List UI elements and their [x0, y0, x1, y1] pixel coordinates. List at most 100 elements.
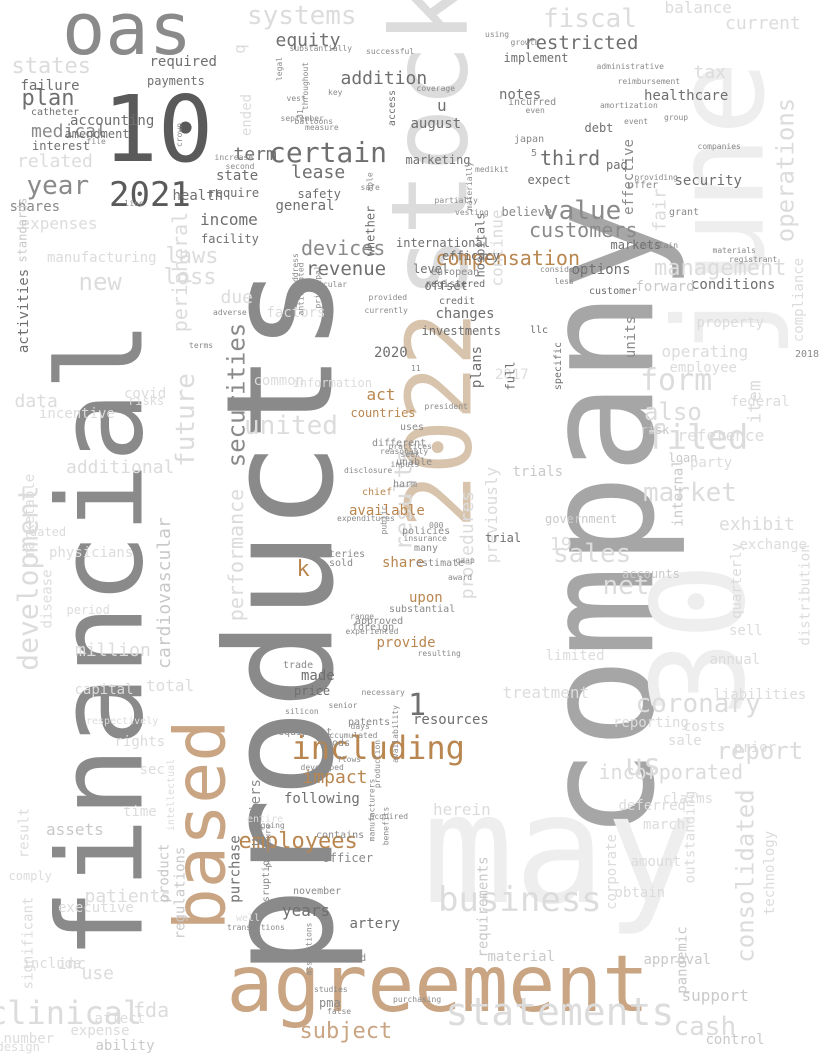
cloud-word-accounting: accounting — [70, 113, 155, 129]
cloud-word-vascular: vascular — [308, 280, 348, 289]
cloud-word-years: years — [282, 901, 331, 920]
cloud-word-corporate: corporate — [603, 834, 620, 910]
cloud-word-distribution: distribution — [797, 544, 814, 646]
cloud-word-assumptions: assumptions — [303, 922, 313, 976]
cloud-word-new: new — [78, 268, 122, 296]
cloud-word-quarterly: quarterly — [728, 543, 745, 619]
cloud-word-purchase: purchase — [227, 835, 244, 903]
cloud-word-employee: employee — [669, 360, 737, 376]
cloud-word-materially: materially — [465, 161, 475, 211]
cloud-word-pandemic: pandemic — [674, 926, 691, 994]
cloud-word-1: 1 — [408, 688, 427, 723]
cloud-word-chief: chief — [362, 487, 393, 498]
cloud-word-annual: annual — [709, 652, 761, 668]
cloud-word-liabilities: liabilities — [713, 687, 807, 703]
cloud-word-fiscal: fiscal — [543, 4, 637, 34]
cloud-word-physicians: physicians — [49, 545, 134, 561]
cloud-word-2021: 2021 — [109, 175, 191, 215]
cloud-word-benefits: benefits — [380, 806, 390, 846]
cloud-word-require: require — [208, 186, 260, 200]
cloud-word-flows: flows — [337, 755, 362, 764]
cloud-word-inputs: inputs — [390, 460, 420, 469]
cloud-word-uses: uses — [400, 422, 425, 433]
cloud-word-second: second — [225, 162, 255, 171]
cloud-word-party: party — [690, 455, 733, 471]
cloud-word-ability: ability — [95, 1038, 155, 1054]
cloud-word-number: number — [3, 1031, 55, 1047]
cloud-word-revenue: revenue — [306, 257, 387, 280]
cloud-word-common: common — [253, 373, 305, 389]
cloud-word-vest: vest — [286, 94, 306, 103]
cloud-word-september: september — [280, 114, 324, 123]
cloud-word-clinical: clinical — [0, 994, 143, 1032]
cloud-word-oas: oas — [62, 0, 193, 71]
cloud-word-unable: unable — [396, 457, 433, 468]
cloud-word-sell: sell — [729, 623, 763, 639]
cloud-word-studies: studies — [314, 985, 348, 994]
cloud-word-factors: factors — [266, 305, 326, 321]
cloud-word-resources: resources — [413, 712, 489, 728]
cloud-word-addition: addition — [340, 68, 428, 89]
cloud-word-investments: investments — [421, 324, 501, 338]
cloud-word-catheter: catheter — [31, 107, 80, 118]
cloud-word-acquired: acquired — [369, 812, 409, 821]
cloud-word-currently: currently — [364, 306, 408, 315]
cloud-word-well: well — [236, 913, 261, 924]
cloud-word-customer: customer — [589, 286, 638, 297]
cloud-word-net: net — [602, 571, 650, 601]
cloud-word-crown: crown — [175, 122, 185, 148]
cloud-word-filed: filed — [646, 418, 749, 458]
cloud-word-customers: customers — [529, 218, 638, 242]
cloud-word-even: even — [525, 106, 545, 115]
cloud-word-specific: specific — [553, 341, 565, 391]
cloud-word-interest: interest — [32, 139, 90, 153]
cloud-word-procedures: procedures — [457, 490, 479, 600]
cloud-word-loss: loss — [163, 265, 217, 290]
cloud-word-support: support — [681, 986, 749, 1005]
cloud-word-related: related — [17, 151, 93, 172]
cloud-word-sale: sale — [668, 733, 702, 749]
cloud-word-plans: plans — [469, 345, 486, 389]
cloud-word-silicon: silicon — [285, 707, 319, 716]
cloud-word-assets: assets — [46, 820, 104, 839]
cloud-word-registered: registered — [425, 279, 486, 290]
cloud-word-consolidated: consolidated — [731, 789, 760, 963]
cloud-word-devices: devices — [301, 236, 386, 260]
cloud-word-equity: equity — [275, 30, 341, 51]
cloud-word-gaap: gaap — [455, 556, 475, 565]
cloud-word-patients: patients — [84, 886, 172, 907]
cloud-word-conditions: conditions — [691, 277, 776, 293]
cloud-word-trade: trade — [283, 660, 314, 671]
cloud-word-cardiovascular: cardiovascular — [153, 517, 175, 669]
cloud-word-healthcare: healthcare — [644, 88, 729, 104]
cloud-word-market: market — [643, 478, 737, 508]
cloud-word-disease: disease — [39, 569, 56, 629]
cloud-word-medikit: medikit — [475, 165, 509, 174]
cloud-word-maintain: maintain — [639, 241, 679, 250]
cloud-word-following: following — [284, 791, 360, 807]
cloud-word-available: available — [349, 503, 425, 519]
cloud-word-standards: standards — [15, 197, 30, 263]
cloud-word-use: use — [81, 963, 115, 984]
cloud-word-incurred: incurred — [508, 97, 557, 108]
cloud-word-practices: practices — [388, 442, 432, 451]
cloud-word-substantial: substantial — [389, 604, 456, 615]
cloud-word-necessary: necessary — [361, 688, 405, 697]
cloud-word-state: state — [216, 168, 259, 184]
cloud-word-5: 5 — [531, 148, 538, 159]
cloud-word-grant: grant — [669, 207, 700, 218]
cloud-word-using: using — [485, 30, 510, 39]
cloud-word-balance: balance — [664, 0, 732, 17]
cloud-word-additional: additional — [66, 457, 175, 478]
cloud-word-statements: statements — [445, 990, 675, 1034]
cloud-word-fair: fair — [649, 188, 671, 232]
cloud-word-anticipated: anticipated — [295, 262, 305, 316]
cloud-word-insurance: insurance — [403, 534, 447, 543]
cloud-word-impact: impact — [302, 767, 368, 788]
cloud-word-certain: certain — [269, 136, 388, 169]
cloud-word-resulting: resulting — [417, 649, 461, 658]
cloud-word-safe: safe — [360, 183, 380, 192]
cloud-word-act: act — [366, 385, 396, 404]
cloud-word-obtain: obtain — [614, 885, 666, 901]
